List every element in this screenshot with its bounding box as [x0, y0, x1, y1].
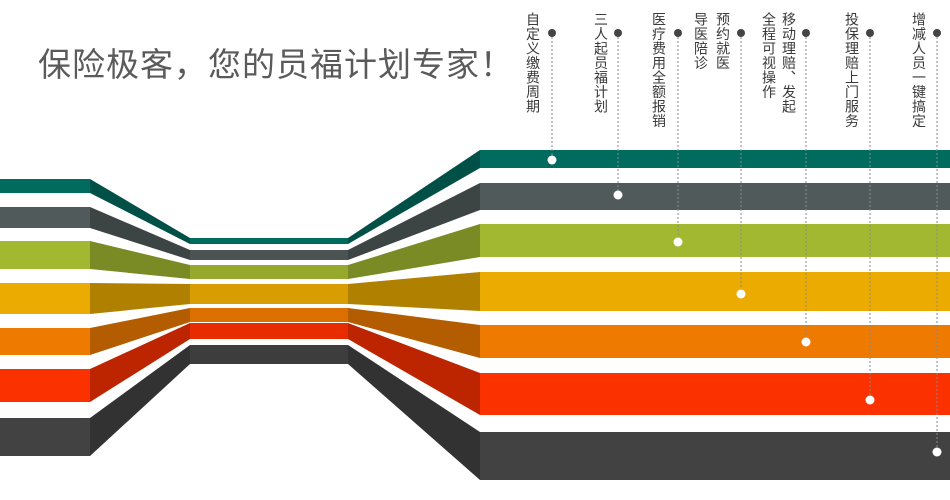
ribbon-charcoal-center: [190, 345, 348, 364]
ribbon-charcoal-right: [480, 432, 950, 480]
callouts: [547, 29, 942, 457]
ribbon-charcoal-right-slope: [348, 345, 480, 480]
ribbon-gray-right-slope: [348, 183, 480, 260]
ribbon-gray-right: [480, 183, 950, 210]
ribbon-gold-left-slope: [90, 283, 190, 314]
ribbon-charcoal-left-slope: [90, 345, 190, 456]
feature-label-4-line-1: 导医陪诊: [692, 12, 708, 70]
ribbon-olive-right-slope: [348, 224, 480, 279]
callout-bottom-dot-7: [932, 447, 942, 457]
callout-top-dot-4: [737, 29, 745, 37]
feature-label-5-line-2: 移动理赔、发起: [780, 12, 796, 114]
ribbon-red-left-slope: [90, 323, 190, 402]
ribbon-olive-left-slope: [90, 241, 190, 279]
callout-top-dot-2: [614, 29, 622, 37]
callout-top-dot-6: [866, 29, 874, 37]
callout-bottom-dot-6: [865, 395, 875, 405]
ribbons: [0, 150, 950, 480]
callout-top-dot-1: [548, 29, 556, 37]
ribbon-gold-left: [0, 283, 90, 314]
ribbon-gold-right: [480, 272, 950, 311]
callout-bottom-dot-2: [613, 190, 623, 200]
ribbon-orange-left: [0, 328, 90, 355]
headline: 保险极客，您的员福计划专家！: [38, 45, 514, 84]
ribbon-red-center: [190, 323, 348, 339]
ribbon-red-left: [0, 369, 90, 402]
callout-bottom-dot-4: [736, 289, 746, 299]
callout-top-dot-5: [802, 29, 810, 37]
callout-top-dot-7: [933, 29, 941, 37]
ribbon-gray-left: [0, 207, 90, 228]
callout-bottom-dot-1: [547, 155, 557, 165]
callout-bottom-dot-5: [801, 337, 811, 347]
feature-label-4-line-2: 预约就医: [714, 12, 730, 70]
ribbon-red-right-slope: [348, 323, 480, 415]
feature-label-3: 医疗费用全额报销: [650, 12, 666, 128]
ribbon-teal-left: [0, 179, 90, 193]
callout-top-dot-3: [674, 29, 682, 37]
ribbon-teal-right-slope: [348, 150, 480, 244]
feature-label-5-line-1: 全程可视操作: [760, 12, 776, 99]
ribbon-gray-center: [190, 250, 348, 260]
feature-label-6: 投保理赔上门服务: [843, 12, 859, 128]
ribbon-orange-center: [190, 308, 348, 322]
ribbon-teal-center: [190, 238, 348, 244]
callout-bottom-dot-3: [673, 237, 683, 247]
ribbon-gray-left-slope: [90, 207, 190, 260]
ribbon-orange-right-slope: [348, 308, 480, 358]
ribbon-gold-center: [190, 284, 348, 304]
ribbon-teal-right: [480, 150, 950, 168]
ribbon-olive-left: [0, 241, 90, 269]
feature-label-2: 三人起员福计划: [592, 12, 608, 114]
feature-label-7: 增减人员一键搞定: [910, 12, 926, 128]
ribbon-red-right: [480, 373, 950, 415]
ribbon-olive-center: [190, 265, 348, 279]
ribbon-gold-right-slope: [348, 272, 480, 311]
ribbon-orange-right: [480, 325, 950, 358]
ribbon-charcoal-left: [0, 418, 90, 456]
ribbon-olive-right: [480, 224, 950, 257]
ribbon-orange-left-slope: [90, 308, 190, 355]
feature-label-1: 自定义缴费周期: [524, 12, 540, 114]
ribbon-teal-left-slope: [90, 179, 190, 244]
